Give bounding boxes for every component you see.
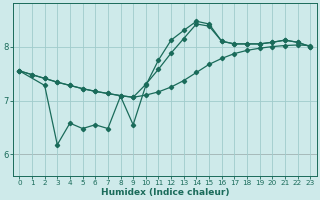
X-axis label: Humidex (Indice chaleur): Humidex (Indice chaleur)	[100, 188, 229, 197]
